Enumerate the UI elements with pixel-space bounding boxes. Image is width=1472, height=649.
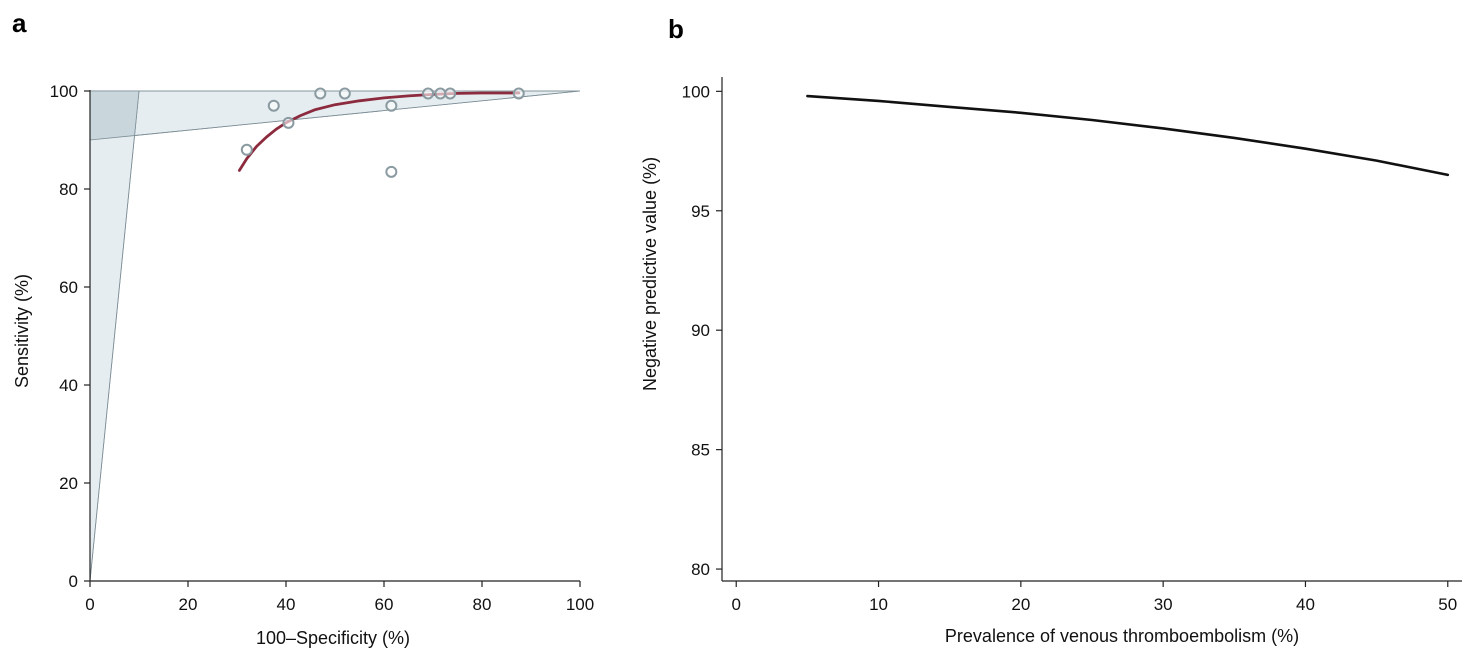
x-tick-label-b: 50 bbox=[1438, 595, 1457, 614]
x-tick-label-a: 0 bbox=[85, 595, 94, 614]
study-point bbox=[385, 99, 398, 112]
y-tick-label-a: 80 bbox=[59, 180, 78, 199]
study-point bbox=[444, 87, 457, 100]
y-tick-label-a: 0 bbox=[69, 572, 78, 591]
y-tick-label-a: 100 bbox=[50, 82, 78, 101]
npv-line bbox=[806, 94, 1450, 177]
x-tick-label-a: 20 bbox=[179, 595, 198, 614]
x-axis-title-a: 100–Specificity (%) bbox=[256, 628, 410, 648]
specificity-region-edge bbox=[89, 90, 140, 582]
y-axis-title-a: Sensitivity (%) bbox=[12, 274, 32, 388]
study-point bbox=[338, 87, 351, 100]
study-point bbox=[434, 87, 447, 100]
study-point bbox=[282, 116, 295, 129]
study-point bbox=[240, 143, 253, 156]
y-tick-label-b: 90 bbox=[691, 321, 710, 340]
overlap-region bbox=[90, 91, 139, 140]
y-tick-label-a: 20 bbox=[59, 474, 78, 493]
x-tick-label-b: 10 bbox=[869, 595, 888, 614]
x-axis-title-b: Prevalence of venous thromboembolism (%) bbox=[945, 626, 1299, 646]
y-tick-label-a: 40 bbox=[59, 376, 78, 395]
sensitivity-region-edge bbox=[89, 90, 581, 141]
y-axis-title-b: Negative predictive value (%) bbox=[640, 157, 660, 391]
panel-label-a: a bbox=[12, 8, 27, 38]
x-tick-label-b: 40 bbox=[1296, 595, 1315, 614]
panel-label-b: b bbox=[668, 14, 684, 44]
study-point bbox=[385, 165, 398, 178]
y-tick-label-b: 100 bbox=[682, 82, 710, 101]
study-point bbox=[512, 87, 525, 100]
study-point bbox=[422, 87, 435, 100]
x-tick-label-a: 40 bbox=[277, 595, 296, 614]
y-tick-label-b: 85 bbox=[691, 441, 710, 460]
y-tick-label-b: 80 bbox=[691, 560, 710, 579]
x-tick-label-b: 0 bbox=[731, 595, 740, 614]
x-tick-label-a: 80 bbox=[473, 595, 492, 614]
study-point bbox=[314, 87, 327, 100]
x-tick-label-b: 20 bbox=[1011, 595, 1030, 614]
x-tick-label-b: 30 bbox=[1154, 595, 1173, 614]
y-tick-label-a: 60 bbox=[59, 278, 78, 297]
x-tick-label-a: 60 bbox=[375, 595, 394, 614]
y-tick-label-b: 95 bbox=[691, 202, 710, 221]
study-point bbox=[267, 99, 280, 112]
x-tick-label-a: 100 bbox=[566, 595, 594, 614]
